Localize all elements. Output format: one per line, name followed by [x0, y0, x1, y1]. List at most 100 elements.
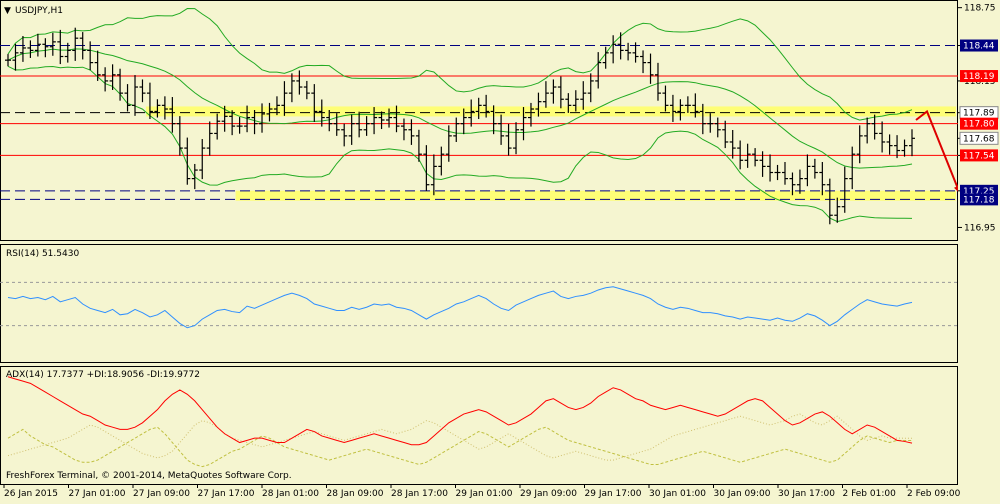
price-bars	[5, 27, 915, 225]
price-bar	[625, 42, 632, 61]
price-label-box	[960, 193, 998, 206]
lower-band-line	[7, 65, 913, 223]
price-bar	[19, 35, 26, 62]
price-bar	[729, 130, 736, 159]
price-bar	[296, 70, 303, 95]
price-bar	[901, 139, 908, 157]
price-label-text: 117.54	[963, 151, 995, 161]
time-axis: 26 Jan 2015 27 Jan 01:00 27 Jan 09:00 27 Ja…	[3, 484, 961, 499]
price-bar	[909, 129, 915, 157]
time-tick-label: 28 Jan 09:00	[327, 489, 384, 499]
price-bar	[303, 80, 310, 100]
price-bar	[737, 140, 744, 170]
price-bar	[565, 93, 572, 113]
price-bar	[834, 197, 841, 223]
price-bar	[34, 33, 41, 57]
time-tick-label: 30 Jan 17:00	[778, 489, 835, 499]
price-label-text: 117.80	[963, 120, 995, 130]
price-label-text: 117.18	[963, 195, 995, 205]
price-bar	[475, 97, 482, 120]
price-bar	[879, 121, 886, 153]
price-axis-bg	[958, 0, 1000, 500]
price-bar	[176, 116, 183, 156]
title-triangle-icon: ▼	[4, 6, 11, 16]
support-resistance-zone	[145, 106, 956, 117]
price-bar	[662, 85, 669, 112]
level-lines	[0, 45, 958, 200]
price-bar	[184, 137, 191, 185]
price-bar	[191, 163, 198, 190]
time-tick-label: 30 Jan 01:00	[649, 489, 706, 499]
price-bar	[468, 99, 475, 127]
time-tick-label: 27 Jan 09:00	[133, 489, 190, 499]
price-bar	[811, 158, 818, 179]
price-bar	[886, 134, 893, 155]
adx-pane-frame	[0, 366, 958, 485]
time-tick-label: 29 Jan 09:00	[520, 489, 577, 499]
price-bar	[849, 146, 856, 190]
price-bar	[610, 35, 617, 64]
price-bar	[498, 114, 505, 145]
rsi-line	[7, 286, 913, 329]
price-bar	[617, 32, 624, 60]
price-label-box	[960, 70, 998, 83]
price-label-text: 118.44	[963, 42, 995, 52]
price-bar	[796, 169, 803, 194]
price-bar	[236, 117, 243, 134]
price-bar	[214, 113, 221, 140]
price-bar	[139, 79, 146, 103]
price-bar	[333, 113, 340, 136]
price-bar	[5, 54, 11, 67]
price-bar	[102, 67, 109, 92]
price-bar	[311, 84, 318, 122]
price-bar	[27, 40, 34, 58]
price-bar	[348, 114, 355, 145]
price-bar	[400, 118, 407, 141]
price-label-text: 117.25	[963, 187, 995, 197]
price-bar	[483, 94, 490, 118]
adx-indicator: 483	[7, 373, 976, 481]
price-bar	[57, 29, 64, 65]
price-bar	[378, 111, 385, 130]
bollinger-bands	[7, 8, 913, 223]
plus-di-line	[7, 426, 912, 468]
price-bar	[273, 96, 280, 116]
adx-label: ADX(14) 17.7377 +DI:18.9056 -DI:19.9772	[6, 370, 200, 380]
price-bar	[259, 103, 266, 133]
price-bar	[527, 102, 534, 127]
price-bar	[550, 79, 557, 104]
price-bar	[453, 117, 460, 142]
price-bar	[774, 164, 781, 181]
price-bar	[199, 139, 206, 180]
price-bar	[654, 62, 661, 101]
price-bar	[632, 42, 639, 63]
price-bar	[684, 96, 691, 113]
price-bar	[535, 92, 542, 117]
rsi-label: RSI(14) 51.5430	[6, 249, 79, 259]
price-bar	[341, 123, 348, 147]
price-bar	[244, 105, 251, 133]
price-bar	[692, 93, 699, 118]
rsi-pane-frame	[0, 244, 958, 363]
price-bar	[744, 143, 751, 168]
price-label-box	[959, 131, 999, 145]
rsi-indicator: 10070300	[0, 246, 981, 364]
price-bar	[326, 109, 333, 132]
price-bar	[587, 73, 594, 103]
price-bar	[804, 154, 811, 187]
price-bar	[542, 81, 549, 108]
price-bar	[371, 107, 378, 135]
price-bar	[438, 146, 445, 176]
middle-band-line	[7, 48, 913, 169]
price-bar	[894, 135, 901, 159]
time-tick-label: 30 Jan 09:00	[714, 489, 771, 499]
price-bar	[767, 154, 774, 182]
price-bar	[229, 110, 236, 136]
price-bar	[647, 53, 654, 84]
upper-band-line	[7, 8, 913, 121]
price-bar	[722, 120, 729, 149]
symbol-title: USDJPY,H1	[15, 6, 63, 16]
time-tick-label: 28 Jan 01:00	[262, 489, 319, 499]
price-bar	[520, 107, 527, 141]
